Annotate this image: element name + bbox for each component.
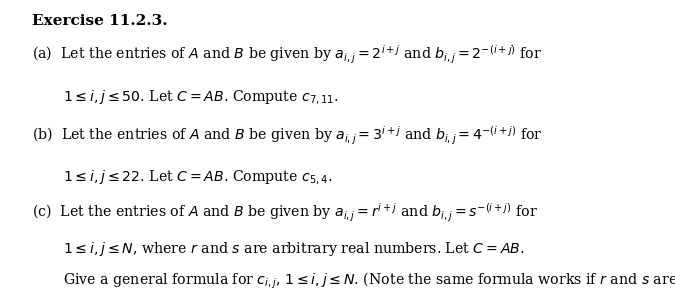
Text: $1 \leq i, j \leq 50$. Let $C = AB$. Compute $c_{7,11}$.: $1 \leq i, j \leq 50$. Let $C = AB$. Com… bbox=[63, 88, 339, 106]
Text: (b)  Let the entries of $A$ and $B$ be given by $a_{i,j} = 3^{i+j}$ and $b_{i,j}: (b) Let the entries of $A$ and $B$ be gi… bbox=[32, 125, 543, 147]
Text: Give a general formula for $c_{i,j}$, $1 \leq i, j \leq N$. (Note the same formu: Give a general formula for $c_{i,j}$, $1… bbox=[63, 270, 675, 290]
Text: $1 \leq i, j \leq 22$. Let $C = AB$. Compute $c_{5,4}$.: $1 \leq i, j \leq 22$. Let $C = AB$. Com… bbox=[63, 168, 333, 186]
Text: (a)  Let the entries of $A$ and $B$ be given by $a_{i,j} = 2^{i+j}$ and $b_{i,j}: (a) Let the entries of $A$ and $B$ be gi… bbox=[32, 44, 542, 66]
Text: $1 \leq i, j \leq N$, where $r$ and $s$ are arbitrary real numbers. Let $C = AB$: $1 \leq i, j \leq N$, where $r$ and $s$ … bbox=[63, 240, 524, 258]
Text: (c)  Let the entries of $A$ and $B$ be given by $a_{i,j} = r^{i+j}$ and $b_{i,j}: (c) Let the entries of $A$ and $B$ be gi… bbox=[32, 202, 538, 224]
Text: Exercise 11.2.3.: Exercise 11.2.3. bbox=[32, 14, 167, 28]
